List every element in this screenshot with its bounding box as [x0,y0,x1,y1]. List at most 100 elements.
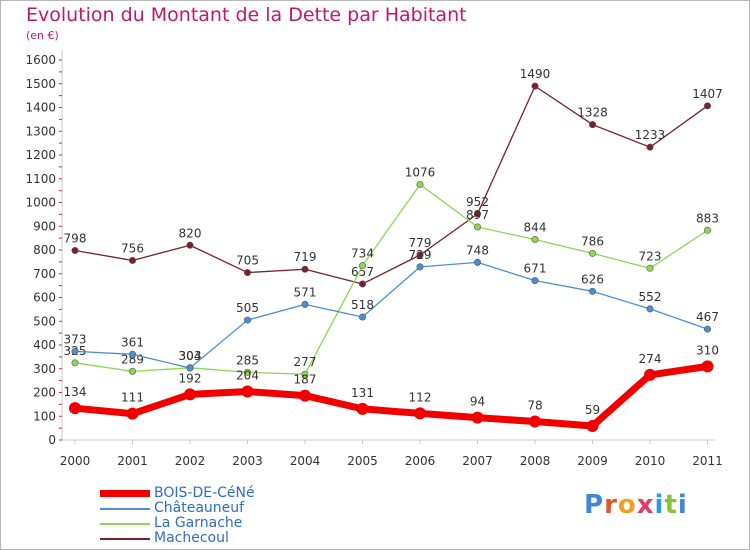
point-chateauneuf [244,316,252,324]
point-machecoul [531,82,539,90]
x-tick-label: 2009 [577,454,608,468]
point-machecoul [703,102,711,110]
point-la-garnache [703,226,711,234]
x-tick-label: 2001 [117,454,148,468]
data-label-chateauneuf: 518 [351,298,374,312]
data-label-bois-de-cene: 112 [409,390,432,404]
point-la-garnache [71,359,79,367]
chart-subtitle: (en €) [26,29,59,42]
point-chateauneuf [301,300,309,308]
proxiti-logo-letter: o [617,490,637,520]
legend-swatch-machecoul [100,538,150,540]
data-label-la-garnache: 723 [639,249,662,263]
y-tick-label: 1600 [25,53,56,67]
data-label-la-garnache: 786 [581,234,604,248]
point-la-garnache [244,368,252,376]
series-line-machecoul [74,85,709,285]
point-bois-de-cene [299,389,311,402]
legend-swatch-la-garnache [100,523,150,525]
proxiti-logo-letter: x [636,490,655,520]
point-bois-de-cene [471,411,484,424]
y-tick-label: 1000 [25,196,56,210]
data-label-la-garnache: 1076 [405,165,436,179]
point-machecoul [129,256,137,264]
point-machecoul [588,121,596,129]
y-tick-label: 1400 [25,101,56,115]
y-tick-label: 800 [33,243,56,257]
point-chateauneuf [416,263,424,271]
y-tick-label: 1200 [25,148,56,162]
x-tick-label: 2002 [175,454,206,468]
data-label-chateauneuf: 571 [294,285,317,299]
data-label-bois-de-cene: 78 [527,398,542,412]
data-label-machecoul: 779 [409,236,432,250]
point-bois-de-cene [69,402,81,415]
data-label-la-garnache: 897 [466,208,489,222]
point-la-garnache [129,367,137,375]
data-label-bois-de-cene: 131 [351,386,374,400]
x-tick-label: 2003 [232,454,263,468]
data-label-machecoul: 756 [121,241,144,255]
point-chateauneuf [531,277,539,285]
data-label-machecoul: 1490 [520,67,551,81]
data-label-machecoul: 952 [466,195,489,209]
legend-label-la-garnache: La Garnache [154,515,243,531]
point-la-garnache [358,262,366,270]
point-la-garnache [646,264,654,272]
y-tick-label: 1300 [25,124,56,138]
legend-swatch-chateauneuf [100,508,150,510]
point-chateauneuf [71,347,79,355]
point-chateauneuf [703,325,711,333]
y-tick-label: 0 [48,433,56,447]
x-tick-label: 2004 [290,454,321,468]
point-la-garnache [473,223,481,231]
point-bois-de-cene [529,415,541,428]
chart-title: Evolution du Montant de la Dette par Hab… [26,4,467,26]
data-label-la-garnache: 285 [236,353,259,367]
legend-swatch-bois-de-cene [100,490,150,497]
y-tick-label: 1100 [25,172,56,186]
point-machecoul [646,143,654,151]
x-tick-label: 2010 [635,454,666,468]
series-line-chateauneuf [74,261,709,369]
point-chateauneuf [129,350,137,358]
proxiti-logo-letter: t [664,490,678,520]
point-machecoul [416,251,424,259]
data-label-machecoul: 1233 [635,128,666,142]
point-bois-de-cene [126,407,139,420]
point-chateauneuf [358,313,366,321]
point-bois-de-cene [414,407,426,420]
y-tick-label: 1500 [25,77,56,91]
point-chateauneuf [588,287,596,295]
data-label-bois-de-cene: 59 [585,403,600,417]
data-label-la-garnache: 277 [294,355,317,369]
data-label-la-garnache: 844 [524,221,547,235]
point-bois-de-cene [241,385,254,398]
data-label-machecoul: 705 [236,254,259,268]
data-label-machecoul: 798 [64,231,87,245]
point-la-garnache [301,370,309,378]
data-label-la-garnache: 734 [351,247,374,261]
point-machecoul [473,210,481,218]
y-tick-label: 200 [33,386,56,400]
x-tick-label: 2005 [347,454,378,468]
point-bois-de-cene [356,402,369,415]
point-la-garnache [416,180,424,188]
point-machecoul [186,241,194,249]
y-tick-label: 400 [33,338,56,352]
y-tick-label: 100 [33,409,56,423]
data-label-chateauneuf: 361 [121,335,144,349]
series-line-la-garnache [74,183,709,375]
point-bois-de-cene [644,368,656,381]
point-la-garnache [588,249,596,257]
data-label-chateauneuf: 505 [236,301,259,315]
data-label-machecoul: 719 [294,250,317,264]
point-la-garnache [531,236,539,244]
data-label-chateauneuf: 552 [639,290,662,304]
data-label-bois-de-cene: 94 [470,395,485,409]
x-tick-label: 2011 [692,454,723,468]
y-tick-label: 300 [33,362,56,376]
data-label-chateauneuf: 729 [409,248,432,262]
